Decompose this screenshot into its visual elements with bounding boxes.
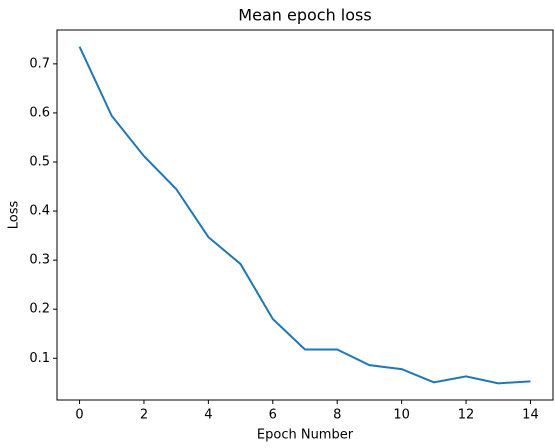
y-axis-label: Loss — [7, 201, 22, 230]
x-tick-label: 6 — [269, 408, 277, 423]
y-tick-label: 0.6 — [29, 105, 50, 120]
chart-title: Mean epoch loss — [238, 6, 371, 25]
x-tick-label: 10 — [393, 408, 410, 423]
data-line — [78, 46, 531, 385]
y-tick-label: 0.7 — [29, 56, 50, 71]
x-tick-label: 2 — [140, 408, 148, 423]
plot-frame — [56, 29, 554, 401]
y-tick-label: 0.2 — [29, 302, 50, 317]
x-tick-label: 14 — [522, 408, 539, 423]
x-tick-label: 12 — [458, 408, 475, 423]
y-tick-label: 0.4 — [29, 204, 50, 219]
x-tick-label: 8 — [333, 408, 341, 423]
y-tick-label: 0.5 — [29, 155, 50, 170]
x-tick-label: 4 — [204, 408, 212, 423]
x-tick-label: 0 — [75, 408, 83, 423]
x-axis-label: Epoch Number — [257, 428, 354, 443]
y-tick-label: 0.1 — [29, 351, 50, 366]
y-tick-label: 0.3 — [29, 253, 50, 268]
